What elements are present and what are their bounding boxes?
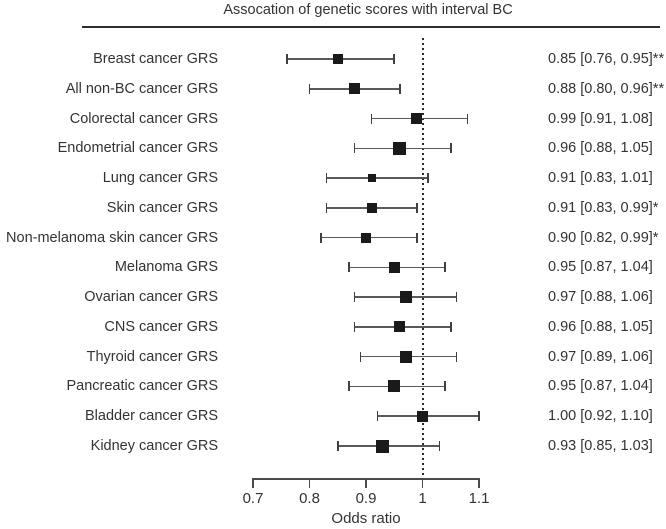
ci-cap-left	[370, 113, 373, 124]
or-square-marker	[394, 321, 406, 333]
ci-cap-right	[455, 351, 458, 362]
row-label: CNS cancer GRS	[104, 318, 218, 335]
ci-cap-right	[444, 262, 446, 273]
x-tick-mark	[478, 479, 480, 488]
row-label: Endometrial cancer GRS	[57, 140, 218, 157]
or-ci-value: 0.99 [0.91, 1.08]	[548, 110, 653, 127]
row-label: All non-BC cancer GRS	[65, 80, 218, 97]
ci-cap-right	[438, 441, 441, 451]
x-tick-label: 0.7	[242, 490, 264, 507]
ci-cap-right	[478, 411, 480, 422]
row-label: Melanoma GRS	[114, 259, 218, 276]
ci-cap-left	[308, 83, 311, 94]
or-square-marker	[388, 380, 401, 393]
ci-cap-left	[353, 292, 356, 303]
or-ci-value: 0.93 [0.85, 1.03]	[548, 438, 653, 454]
ci-cap-left	[325, 173, 328, 184]
ci-cap-right	[427, 173, 429, 184]
row-label: Kidney cancer GRS	[90, 438, 218, 454]
ci-cap-right	[393, 54, 396, 64]
or-square-marker	[376, 439, 390, 453]
or-ci-value: 0.85 [0.76, 0.95]**	[548, 51, 665, 67]
or-square-marker	[349, 83, 361, 95]
or-ci-value: 0.88 [0.80, 0.96]**	[548, 80, 665, 97]
ci-cap-right	[466, 113, 469, 124]
or-square-marker	[399, 350, 412, 363]
ci-cap-left	[320, 232, 322, 243]
ci-cap-right	[449, 143, 452, 154]
or-ci-value: 0.95 [0.87, 1.04]	[548, 259, 653, 276]
row-label: Lung cancer GRS	[102, 170, 218, 187]
row-label: Bladder cancer GRS	[85, 408, 218, 425]
ci-cap-left	[376, 411, 379, 422]
row-label: Colorectal cancer GRS	[69, 110, 218, 127]
ci-cap-right	[444, 381, 446, 392]
or-square-marker	[367, 174, 376, 183]
or-ci-value: 0.97 [0.88, 1.06]	[548, 289, 653, 306]
x-tick-mark	[421, 479, 424, 488]
ci-cap-right	[416, 202, 418, 213]
ci-cap-left	[359, 351, 362, 362]
chart-title: Assocation of genetic scores with interv…	[223, 2, 513, 18]
or-ci-value: 0.90 [0.82, 0.99]*	[548, 229, 659, 246]
or-square-marker	[361, 232, 371, 243]
ci-cap-left	[336, 441, 339, 451]
ci-whisker-line	[377, 415, 479, 417]
or-square-marker	[417, 410, 428, 422]
or-ci-value: 0.91 [0.83, 0.99]*	[548, 199, 659, 216]
x-tick-mark	[365, 479, 367, 488]
x-tick-mark	[252, 479, 254, 488]
or-ci-value: 0.96 [0.88, 1.05]	[548, 140, 653, 157]
ci-cap-right	[416, 232, 418, 243]
ci-cap-left	[325, 202, 328, 213]
ci-cap-left	[348, 262, 350, 273]
row-label: Non-melanoma skin cancer GRS	[6, 229, 218, 246]
x-tick-label: 1.1	[468, 490, 490, 507]
ci-cap-left	[353, 143, 356, 154]
x-tick-label: 1	[418, 490, 427, 507]
row-label: Breast cancer GRS	[93, 51, 218, 67]
ci-whisker-line	[326, 177, 429, 179]
x-tick-label: 0.8	[299, 490, 320, 507]
reference-line-or-1	[421, 38, 424, 479]
ci-cap-left	[286, 54, 288, 64]
ci-cap-left	[353, 321, 356, 332]
or-square-marker	[411, 113, 423, 125]
x-axis-label: Odds ratio	[331, 510, 401, 527]
ci-cap-right	[399, 83, 401, 94]
x-tick-label: 0.9	[355, 490, 377, 507]
or-ci-value: 0.95 [0.87, 1.04]	[548, 378, 653, 395]
ci-cap-right	[455, 292, 458, 303]
row-label: Thyroid cancer GRS	[86, 348, 218, 365]
x-axis-line	[252, 478, 480, 480]
ci-cap-right	[449, 321, 452, 332]
or-square-marker	[366, 202, 377, 213]
or-ci-value: 0.96 [0.88, 1.05]	[548, 318, 653, 335]
or-square-marker	[388, 261, 400, 273]
or-square-marker	[393, 141, 407, 155]
row-label: Ovarian cancer GRS	[84, 289, 218, 306]
or-square-marker	[332, 54, 343, 64]
row-label: Pancreatic cancer GRS	[66, 378, 218, 395]
or-square-marker	[399, 291, 412, 304]
x-tick-mark	[308, 479, 311, 488]
or-ci-value: 1.00 [0.92, 1.10]	[548, 408, 653, 425]
or-ci-value: 0.97 [0.89, 1.06]	[548, 348, 653, 365]
or-ci-value: 0.91 [0.83, 1.01]	[548, 170, 653, 187]
row-label: Skin cancer GRS	[106, 199, 218, 216]
top-rule	[82, 26, 660, 28]
ci-cap-left	[348, 381, 350, 392]
